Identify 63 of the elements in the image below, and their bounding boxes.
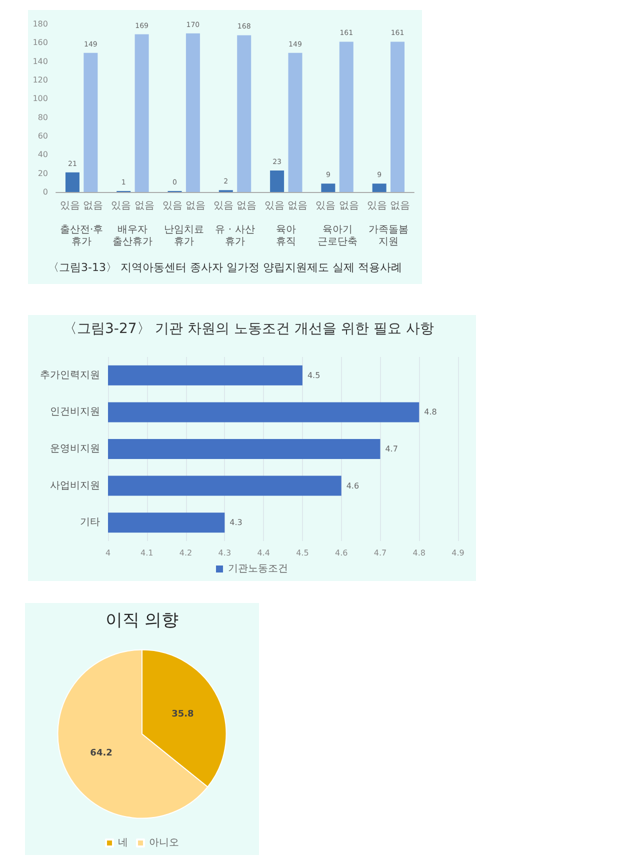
bar [390,42,405,192]
x-tick-label: 4.5 [296,548,309,558]
x-tick-label: 가족돌봄 지원 [368,224,408,248]
y-tick-label: 80 [38,112,48,122]
chart-title: 이직 의향 [105,610,179,630]
data-label: 4.6 [346,481,360,490]
y-tick-label: 160 [32,38,48,48]
x-tick-label: 4.3 [218,548,232,558]
x-tick-label: 배우자 출산휴가 [112,224,153,248]
x-tick-label: 출산전·후 휴가 [60,224,104,248]
bar [339,42,354,192]
x-tick-label: 4.9 [452,548,464,558]
legend-label: 네 [118,838,128,848]
y-tick-label: 20 [38,168,48,178]
y-tick-label: 사업비지원 [50,480,100,492]
legend-label: 아니오 [149,838,179,848]
x-tick-label: 4.6 [334,548,348,558]
y-tick-label: 140 [32,56,48,66]
text: 있음 없음 [264,200,308,212]
bar [65,172,80,192]
x-tick-label: 육아 휴직 [276,224,296,248]
x-tick-label: 4.2 [179,548,192,558]
bar [84,52,98,192]
data-label: 4.5 [307,370,320,380]
y-tick-label: 기타 [80,517,100,528]
y-tick-label: 추가인력지원 [40,370,100,381]
text: 있음 없음 [213,200,257,212]
x-tick-label: 4.8 [412,548,426,558]
y-tick-label: 100 [32,94,48,104]
bar [134,34,149,192]
text: 있음 없음 [366,200,410,212]
x-tick-label: 4.1 [140,548,154,558]
y-tick-label: 180 [32,20,48,28]
data-label: 64.2 [90,748,112,759]
bar [237,35,252,192]
y-tick-label: 60 [38,132,48,140]
data-label: 4.7 [385,444,398,454]
bar [288,52,302,192]
data-label: 4.8 [424,408,437,417]
y-tick-label: 120 [32,76,48,84]
y-tick-label: 운영비지원 [50,444,100,454]
bar [186,33,200,192]
data-label: 35.8 [172,710,194,720]
x-tick-label: 난임치료 휴가 [164,224,204,248]
text: 있음 없음 [316,200,359,212]
text: 〈그림3-13〉 지역아동센터 종사자 일가정 양립지원제도 실제 적용사례 [48,261,402,274]
bar [270,170,284,192]
y-tick-label: 인건비지원 [50,406,100,418]
text: 있음 없음 [162,200,206,212]
x-tick-label: 4.4 [257,548,270,558]
chart-title: 〈그림3-27〉 기관 차원의 노동조건 개선을 위한 필요 사항 [63,321,434,337]
x-tick-label: 4 [105,548,111,558]
data-label: 4.3 [230,518,242,528]
text: 있음 없음 [111,200,154,212]
bar [372,184,386,192]
bar [321,184,336,192]
x-tick-label: 유 · 사산 휴가 [215,224,255,248]
y-tick-label: 0 [42,188,48,196]
text: 있음 없음 [60,200,104,212]
x-tick-label: 4.7 [374,548,387,558]
x-tick-label: 육아기 근로단축 [317,224,358,248]
y-tick-label: 40 [38,150,48,160]
legend-label: 기관노동조건 [228,564,288,574]
